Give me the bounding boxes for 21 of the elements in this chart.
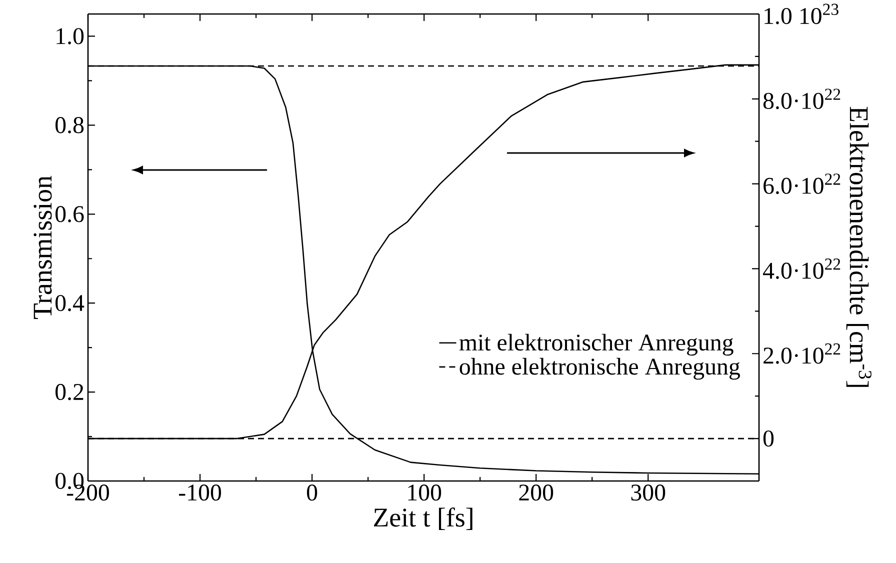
x-tick-label: 300: [631, 484, 666, 501]
y-tick-label: 1.0: [56, 28, 84, 44]
x-tick-label: 100: [408, 484, 442, 501]
y2-axis-title: Elektronenendichte [cm$^{-3}$]: [846, 106, 872, 387]
y2-tick-label: 2.0·10$^{22}$: [764, 343, 840, 364]
legend-label: ohne elektronische Anregung: [460, 358, 740, 380]
y-tick-label: 0.4: [56, 294, 84, 312]
y2-tick-label: 0: [763, 430, 774, 447]
y-axis-title: Transmission: [34, 176, 52, 320]
x-axis-title: Zeit t [fs]: [374, 507, 472, 530]
y2-tick-label: 6.0·10$^{22}$: [764, 174, 840, 194]
x-tick-label: 200: [519, 484, 554, 501]
y2-tick-label: 1.0 10$^{23}$: [764, 4, 838, 24]
y-tick-label: 0.6: [56, 206, 84, 222]
x-tick-label: 0: [306, 484, 318, 501]
y2-tick-label: 8.0·10$^{22}$: [763, 88, 840, 110]
y-tick-label: 0.8: [56, 117, 84, 134]
x-tick-label: -100: [179, 484, 222, 501]
y-tick-label: 0.2: [56, 384, 84, 400]
y2-tick-label: 4.0·10$^{22}$: [763, 258, 840, 279]
legend-label: mit elektronischer Anregung: [459, 334, 734, 356]
